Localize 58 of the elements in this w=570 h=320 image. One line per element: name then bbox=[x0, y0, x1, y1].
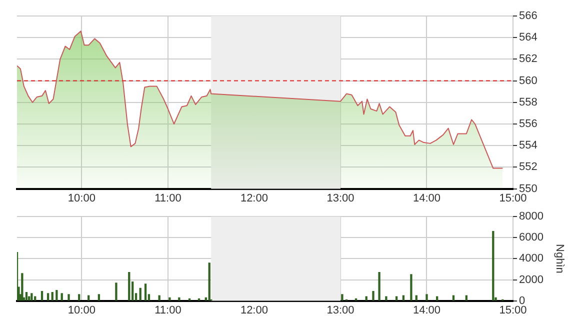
bar bbox=[465, 295, 468, 301]
bar bbox=[68, 294, 70, 301]
bar bbox=[372, 291, 374, 301]
x-tick-label: 15:00 bbox=[499, 192, 527, 204]
y-tick-label: 550 bbox=[519, 182, 538, 195]
bar bbox=[56, 290, 58, 301]
x-tick-label: 14:00 bbox=[412, 304, 441, 316]
x-tick-label: 13:00 bbox=[326, 304, 354, 316]
bar bbox=[415, 295, 418, 301]
y-tick-label: 562 bbox=[519, 53, 538, 66]
bar bbox=[60, 293, 63, 301]
x-tick-label: 14:00 bbox=[412, 192, 441, 204]
bar bbox=[30, 293, 33, 301]
bar bbox=[128, 272, 130, 301]
y-tick-label: 558 bbox=[519, 96, 538, 108]
bar bbox=[385, 296, 388, 301]
y-tick-label: 2000 bbox=[519, 274, 544, 286]
bar bbox=[402, 295, 405, 301]
y-tick-label: 4000 bbox=[519, 252, 544, 265]
bar bbox=[78, 294, 80, 301]
y-tick-label: 0 bbox=[519, 294, 526, 307]
y-tick-label: 560 bbox=[519, 74, 538, 87]
y-tick-label: 6000 bbox=[519, 232, 544, 244]
y-tick-label: 564 bbox=[519, 32, 538, 44]
bar bbox=[426, 294, 428, 301]
bar bbox=[158, 295, 160, 301]
bar bbox=[452, 295, 455, 301]
x-tick-label: 15:00 bbox=[499, 304, 527, 316]
x-tick-label: 11:00 bbox=[154, 192, 182, 204]
bar bbox=[144, 284, 147, 301]
y-tick-label: 8000 bbox=[519, 210, 544, 223]
bar bbox=[139, 288, 142, 301]
bar bbox=[492, 231, 494, 301]
x-tick-label: 12:00 bbox=[240, 192, 268, 204]
y-tick-label: 566 bbox=[519, 10, 538, 22]
bar bbox=[51, 292, 54, 301]
bar bbox=[341, 294, 344, 301]
bar bbox=[21, 273, 24, 301]
bar bbox=[25, 292, 28, 301]
bar bbox=[40, 291, 44, 301]
y-tick-label: 556 bbox=[519, 118, 538, 130]
bar bbox=[168, 297, 171, 301]
y-axis-title: Nghìn bbox=[553, 244, 566, 274]
bar bbox=[178, 297, 180, 301]
bar bbox=[46, 293, 50, 301]
bar bbox=[115, 282, 118, 301]
x-tick-label: 11:00 bbox=[154, 304, 182, 316]
bar bbox=[410, 274, 412, 301]
x-tick-label: 10:00 bbox=[68, 304, 96, 316]
x-tick-label: 13:00 bbox=[326, 192, 354, 204]
x-tick-label: 10:00 bbox=[68, 192, 96, 204]
y-tick-label: 554 bbox=[519, 140, 538, 152]
bar bbox=[378, 272, 380, 301]
y-tick-label: 552 bbox=[519, 161, 538, 174]
bar bbox=[98, 294, 100, 301]
x-tick-label: 12:00 bbox=[240, 304, 268, 316]
bar bbox=[208, 262, 210, 301]
bar bbox=[88, 295, 90, 301]
